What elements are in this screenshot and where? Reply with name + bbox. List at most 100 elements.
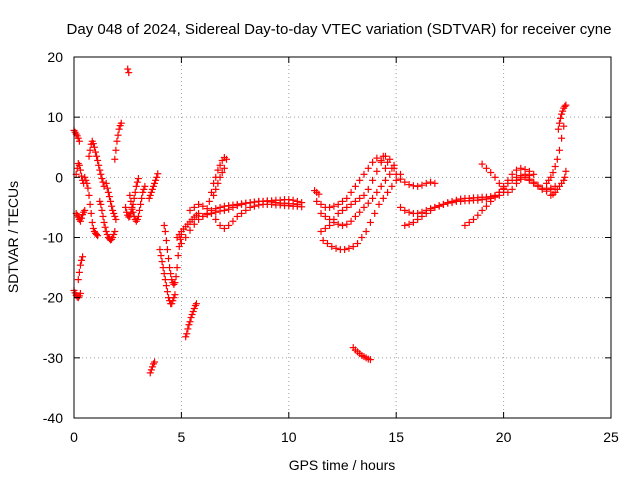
data-point [218, 169, 226, 177]
data-point [521, 173, 529, 181]
y-tick-label: 20 [47, 49, 63, 65]
data-point [379, 152, 387, 160]
data-point [504, 179, 512, 187]
data-point [293, 200, 301, 208]
data-point [78, 256, 86, 264]
data-point [188, 311, 196, 319]
data-point [373, 154, 381, 162]
data-point [75, 137, 83, 145]
data-point [176, 235, 184, 243]
data-point [124, 65, 132, 73]
data-point [115, 125, 123, 133]
data-point [457, 197, 465, 205]
data-point [147, 188, 155, 196]
data-point [339, 221, 346, 229]
data-point [154, 170, 162, 178]
data-point [122, 203, 130, 211]
data-point [225, 221, 233, 229]
data-point [351, 197, 359, 205]
data-point [85, 191, 93, 199]
data-point [487, 169, 495, 177]
data-point [558, 134, 566, 142]
data-point [334, 209, 342, 217]
data-point [561, 102, 569, 110]
data-point [97, 200, 105, 208]
data-point [86, 200, 94, 208]
data-point [561, 173, 569, 181]
data-point [538, 185, 546, 193]
data-point [431, 179, 439, 187]
data-point [158, 258, 166, 266]
axis-ticks: 0 5 10 15 20 25 -40 -30 -20 -10 0 10 20 [43, 49, 619, 445]
data-point [81, 206, 89, 214]
data-point [103, 230, 111, 238]
data-point [366, 356, 374, 364]
data-point [214, 179, 222, 187]
data-point [76, 289, 84, 297]
data-point [334, 220, 342, 228]
data-point [379, 194, 387, 202]
data-point [161, 276, 169, 284]
data-point [418, 181, 426, 189]
data-point [74, 276, 82, 284]
data-point [129, 208, 137, 216]
data-point [315, 190, 323, 198]
x-tick-label: 15 [388, 429, 404, 445]
data-point [356, 208, 364, 216]
data-point [101, 223, 109, 231]
data-point [171, 291, 179, 299]
data-point [139, 188, 147, 196]
data-point [184, 325, 192, 333]
data-point [76, 261, 84, 269]
data-point [96, 166, 104, 174]
data-point [216, 203, 224, 211]
data-point [160, 270, 168, 278]
data-point [373, 188, 381, 196]
data-point [478, 206, 486, 214]
data-point [465, 197, 473, 205]
data-point [128, 203, 136, 211]
data-point [474, 196, 482, 204]
data-point [386, 170, 394, 178]
data-point [375, 200, 383, 208]
data-point [482, 195, 490, 203]
data-point [130, 194, 138, 202]
data-point [153, 173, 161, 181]
data-point [212, 205, 220, 213]
data-point [326, 215, 334, 223]
data-point [530, 170, 538, 178]
y-tick-label: -40 [43, 410, 63, 426]
data-point [99, 212, 107, 220]
data-point [105, 193, 113, 201]
data-point [508, 185, 516, 193]
data-point [373, 167, 381, 175]
data-point [405, 208, 413, 216]
data-point [137, 200, 145, 208]
data-point [94, 232, 102, 240]
data-point [138, 194, 146, 202]
data-point [281, 199, 289, 207]
data-point [126, 191, 134, 199]
data-point [93, 230, 101, 238]
data-point [112, 146, 120, 154]
data-point [174, 252, 182, 260]
data-point [317, 227, 325, 235]
data-point [558, 110, 566, 118]
data-point [427, 178, 435, 186]
data-point [354, 240, 362, 248]
data-point [102, 227, 110, 235]
data-point [289, 200, 297, 208]
data-point [366, 218, 374, 226]
data-point [439, 200, 447, 208]
data-point [83, 179, 91, 187]
data-point [76, 166, 84, 174]
data-point [319, 237, 327, 245]
data-point [132, 182, 140, 190]
data-point [173, 264, 181, 272]
data-point [111, 155, 119, 163]
data-point [431, 203, 439, 211]
data-point [326, 221, 334, 229]
data-point [185, 321, 193, 329]
data-point [108, 202, 116, 210]
data-point [478, 196, 486, 204]
